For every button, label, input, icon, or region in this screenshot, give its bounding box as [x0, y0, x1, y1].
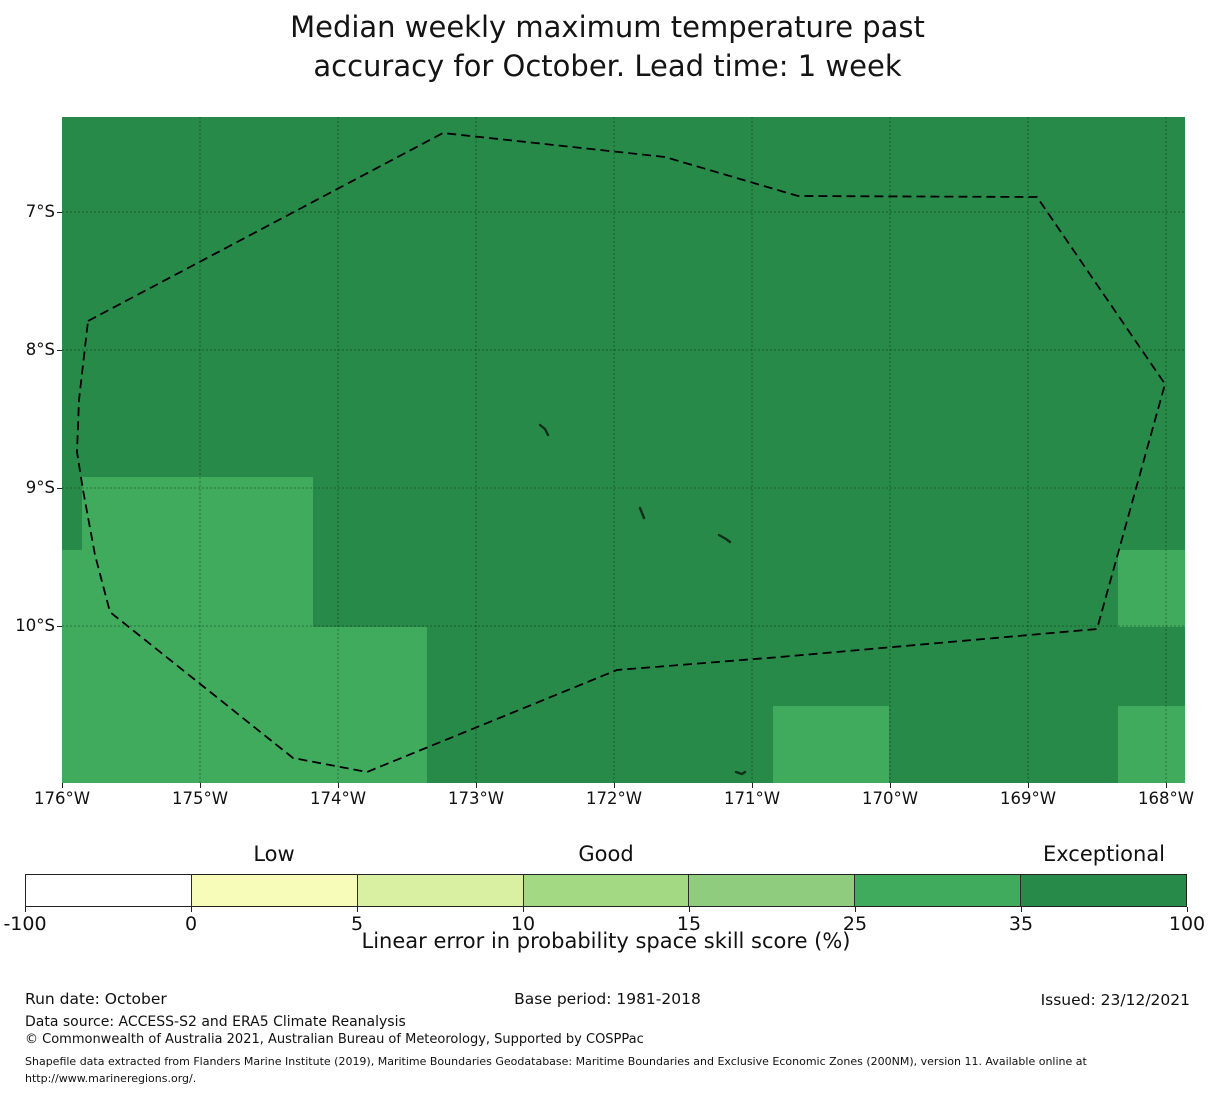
colorbar-tick-mark — [523, 907, 524, 912]
y-axis-tick-mark — [57, 488, 62, 489]
x-axis-tick-label: 170°W — [861, 789, 919, 808]
y-axis-tick-label: 9°S — [25, 478, 55, 497]
skill-score-patch — [1118, 550, 1185, 627]
x-axis-tick-label: 171°W — [723, 789, 781, 808]
skill-score-patch — [773, 706, 889, 783]
x-axis-tick-label: 172°W — [585, 789, 643, 808]
colorbar-tick-label: 5 — [350, 913, 364, 935]
colorbar-tick-label: 10 — [510, 913, 536, 935]
x-axis-tick-mark — [752, 783, 753, 788]
eez-boundary-dashed — [76, 132, 1166, 773]
y-axis-tick-mark — [57, 212, 62, 213]
x-axis-tick-label: 176°W — [33, 789, 91, 808]
x-axis-tick-label: 169°W — [999, 789, 1057, 808]
colorbar-category-label: Exceptional — [1042, 842, 1166, 866]
colorbar-tick-mark — [357, 907, 358, 912]
x-axis-tick-label: 168°W — [1137, 789, 1195, 808]
x-axis-tick-mark — [1166, 783, 1167, 788]
colorbar-tick-label: 25 — [842, 913, 868, 935]
colorbar-segment — [26, 875, 191, 906]
x-axis-tick-mark — [476, 783, 477, 788]
x-axis-tick-mark — [62, 783, 63, 788]
base-period-text: Base period: 1981-2018 — [514, 990, 701, 1008]
colorbar-tick-mark — [689, 907, 690, 912]
colorbar-segment — [522, 875, 689, 906]
colorbar-segment — [190, 875, 357, 906]
x-axis-tick-mark — [338, 783, 339, 788]
colorbar-tick-label: 0 — [184, 913, 198, 935]
chart-title-line-2: accuracy for October. Lead time: 1 week — [313, 49, 902, 83]
x-axis-tick-mark — [1028, 783, 1029, 788]
skill-score-patch — [1118, 706, 1185, 783]
x-axis-tick-mark — [200, 783, 201, 788]
colorbar-tick-label: 35 — [1008, 913, 1034, 935]
colorbar-segment — [854, 875, 1021, 906]
colorbar-tick-mark — [1187, 907, 1188, 912]
x-axis-tick-label: 175°W — [171, 789, 229, 808]
colorbar-tick-mark — [855, 907, 856, 912]
colorbar — [25, 874, 1187, 907]
colorbar-segment — [1020, 875, 1187, 906]
colorbar-axis-label: Linear error in probability space skill … — [361, 929, 851, 953]
island-mark — [538, 423, 550, 437]
colorbar-category-label: Good — [578, 842, 634, 866]
colorbar-category-label: Low — [253, 842, 295, 866]
skill-score-patch — [62, 627, 427, 783]
colorbar-tick-mark — [25, 907, 26, 912]
map-panel — [62, 117, 1185, 783]
colorbar-tick-mark — [1021, 907, 1022, 912]
y-axis-tick-label: 7°S — [25, 202, 55, 221]
x-axis-tick-label: 174°W — [309, 789, 367, 808]
y-axis-tick-mark — [57, 350, 62, 351]
x-axis-tick-label: 173°W — [447, 789, 505, 808]
issued-date-text: Issued: 23/12/2021 — [1040, 991, 1190, 1009]
x-axis-tick-mark — [890, 783, 891, 788]
y-axis-tick-mark — [57, 626, 62, 627]
chart-title: Median weekly maximum temperature past a… — [0, 8, 1215, 86]
colorbar-segment — [688, 875, 855, 906]
island-mark — [717, 533, 732, 544]
shapefile-note-line-2: http://www.marineregions.org/. — [25, 1072, 197, 1085]
y-axis-tick-label: 10°S — [15, 616, 55, 635]
island-mark — [734, 770, 747, 776]
colorbar-tick-label: 100 — [1168, 913, 1206, 935]
y-axis-tick-label: 8°S — [25, 340, 55, 359]
x-axis-tick-mark — [614, 783, 615, 788]
copyright-text: © Commonwealth of Australia 2021, Austra… — [25, 1032, 644, 1047]
skill-score-patch — [62, 550, 82, 627]
data-source-text: Data source: ACCESS-S2 and ERA5 Climate … — [25, 1014, 406, 1030]
colorbar-segment — [356, 875, 523, 906]
shapefile-note-line-1: Shapefile data extracted from Flanders M… — [25, 1055, 1087, 1068]
skill-score-patch — [82, 477, 313, 627]
colorbar-tick-label: 15 — [676, 913, 702, 935]
colorbar-tick-label: -100 — [3, 913, 47, 935]
colorbar-tick-mark — [191, 907, 192, 912]
run-date-text: Run date: October — [25, 990, 167, 1008]
island-mark — [638, 506, 646, 520]
chart-title-line-1: Median weekly maximum temperature past — [290, 10, 925, 44]
map-canvas — [62, 117, 1185, 783]
